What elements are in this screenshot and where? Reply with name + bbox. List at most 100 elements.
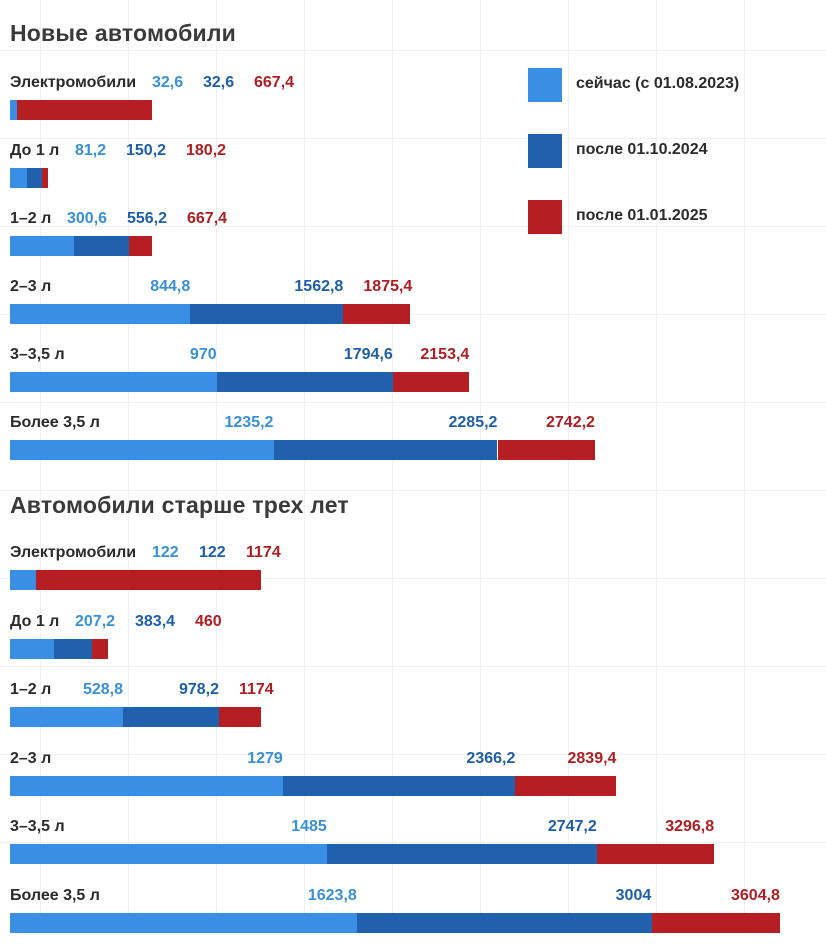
stacked-bar [10,912,780,933]
stacked-bar [10,236,153,256]
data-label-after-2024: 556,2 [127,210,168,227]
section-title-older-cars: Автомобили старше трех лет [10,492,349,518]
stacked-bar [10,707,261,727]
data-label-current: 1235,2 [224,414,274,431]
bar-segment-after-2025 [651,912,780,933]
bar-segment-after-2024 [283,775,516,796]
category-label: Электромобили [10,544,137,561]
data-label-current: 528,8 [82,681,123,698]
bar-row-3-3-5-l: 3–3,5 л 970 1794,6 2153,4 [0,346,826,410]
stacked-bar [10,100,153,120]
data-label-after-2024: 32,6 [203,74,235,91]
bar-segment-after-2024 [27,168,43,188]
data-label-current: 300,6 [67,210,108,227]
stacked-bar [10,440,595,460]
bar-segment-after-2024 [327,844,597,864]
bar-segment-current [10,236,75,256]
bar-row-electric: Электромобили 32,6 32,6 667,4 [0,74,826,138]
bar-segment-after-2024 [216,372,393,392]
data-label-after-2024: 978,2 [178,681,219,698]
data-label-after-2024: 150,2 [126,142,167,159]
stacked-bar [10,168,49,188]
bar-segment-after-2025 [515,775,617,796]
section-title-new-cars: Новые автомобили [10,20,237,46]
category-label: 1–2 л [10,210,52,227]
data-label-after-2025: 2153,4 [420,346,470,363]
bar-segment-after-2024 [190,304,344,324]
bar-row-2-3-l: 2–3 л 844,8 1562,8 1875,4 [0,278,826,342]
legend-item-after-2025: после 01.01.2025 [528,200,818,234]
bar-segment-current [10,570,37,590]
data-label-after-2024: 1562,8 [294,278,344,295]
data-label-after-2025: 1875,4 [363,278,413,295]
data-label-after-2025: 2839,4 [567,749,617,767]
bar-segment-after-2024 [356,912,652,933]
bar-row-over-3-5l: Более 3,5 л 1623,8 3004 3604,8 [0,887,826,951]
bar-segment-current [10,707,123,727]
data-label-current: 1279 [247,749,283,767]
category-label: 2–3 л [10,278,52,295]
legend-label-current: сейчас (с 01.08.2023) [576,75,740,92]
bar-segment-current [10,775,284,796]
legend-swatch-after-2024 [528,134,562,168]
stacked-bar [10,304,411,324]
bar-segment-after-2025 [596,844,715,864]
data-label-after-2024: 1794,6 [343,346,393,363]
stacked-bar [10,638,109,659]
data-label-current: 122 [152,544,179,561]
data-label-after-2025: 3604,8 [731,886,780,904]
category-label: 1–2 л [10,681,52,698]
bar-segment-after-2024 [122,707,219,727]
data-label-after-2024: 2747,2 [547,818,597,835]
bar-row-under-1l: До 1 л 207,2 383,4 460 [0,613,826,677]
data-label-after-2024: 2285,2 [448,414,498,431]
bar-row-1-2-l: 1–2 л 300,6 556,2 667,4 [0,210,826,274]
bar-segment-after-2025 [91,638,109,659]
bar-segment-after-2025 [128,236,153,256]
stacked-bar [10,570,261,590]
category-label: Более 3,5 л [10,886,100,904]
bar-segment-current [10,440,274,460]
category-label: 2–3 л [10,749,52,767]
data-label-after-2025: 2742,2 [546,414,595,431]
stacked-bar [10,844,715,864]
data-label-current: 970 [189,346,217,363]
data-label-current: 1623,8 [307,886,357,904]
bar-row-1-2-l: 1–2 л 528,8 978,2 1174 [0,681,826,745]
bar-row-over-3-5l: Более 3,5 л 1235,2 2285,2 2742,2 [0,414,826,478]
bar-segment-after-2025 [343,304,411,324]
category-label: 3–3,5 л [10,818,65,835]
data-label-after-2024: 2366,2 [466,749,516,767]
data-label-after-2025: 3296,8 [665,818,715,835]
data-label-after-2024: 3004 [615,886,652,904]
data-label-after-2025: 180,2 [186,142,227,159]
stacked-bar [10,372,470,392]
bar-segment-after-2025 [218,707,261,727]
bar-segment-current [10,304,191,324]
legend-label-after-2025: после 01.01.2025 [576,207,708,224]
data-label-after-2025: 1174 [238,681,274,698]
category-label: До 1 л [10,612,60,630]
data-label-after-2025: 460 [195,612,222,630]
category-label: До 1 л [10,142,60,159]
bar-row-3-3-5-l: 3–3,5 л 1485 2747,2 3296,8 [0,818,826,882]
legend-swatch-current [528,68,562,102]
bar-segment-current [10,100,17,120]
bar-row-2-3-l: 2–3 л 1279 2366,2 2839,4 [0,750,826,814]
bar-row-under-1l: До 1 л 81,2 150,2 180,2 [0,142,826,206]
data-label-current: 32,6 [152,74,184,91]
bar-segment-after-2025 [36,570,261,590]
bar-segment-after-2024 [273,440,498,460]
bar-segment-after-2024 [54,638,92,659]
data-label-after-2024: 122 [199,544,226,561]
bar-row-electric: Электромобили 122 122 1174 [0,544,826,608]
data-label-current: 81,2 [75,142,107,159]
data-label-after-2024: 383,4 [135,612,176,630]
data-label-current: 844,8 [150,278,191,295]
legend-item-after-2024: после 01.10.2024 [528,134,818,168]
category-label: Более 3,5 л [10,414,100,431]
bar-segment-after-2025 [16,100,153,120]
legend-swatch-after-2025 [528,200,562,234]
bar-segment-current [10,168,28,188]
category-label: 3–3,5 л [10,346,65,363]
